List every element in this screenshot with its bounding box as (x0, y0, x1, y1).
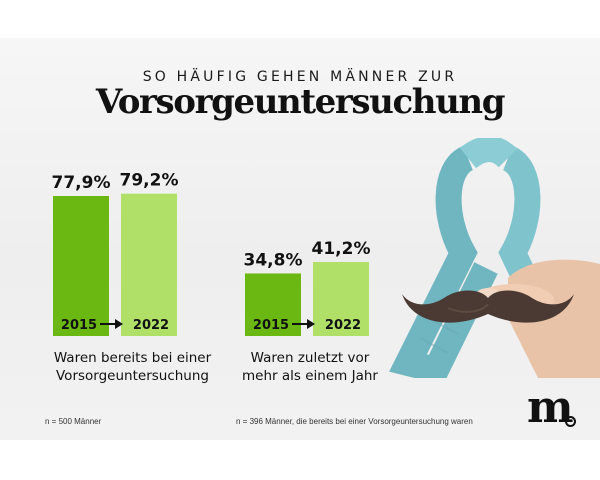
ribbon-illustration (389, 138, 600, 378)
awareness-ribbon-icon (389, 138, 575, 378)
chart-1-year-label-2015: 2015 (61, 318, 97, 333)
chart-2-value-label-2015: 34,8% (244, 250, 303, 270)
chart-1-value-label-2022: 79,2% (120, 171, 179, 191)
chart-2-bar-2022 (313, 261, 369, 336)
chart-1-footnote: n = 500 Männer (45, 417, 102, 426)
chart-1-value-label-2015: 77,9% (52, 173, 111, 193)
chart-2-year-label-2022: 2022 (325, 318, 361, 333)
chart-1-caption-line-1: Waren bereits bei einer (53, 350, 212, 366)
bar-charts: 77,9% 2015 79,2% 2022 34,8% 2015 41,2% 2022 (52, 171, 371, 336)
mustache-icon (402, 290, 574, 323)
chart-2-footnote: n = 396 Männer, die bereits bei einer Vo… (236, 417, 473, 426)
chart-1-caption-line-2: Vorsorgeuntersuchung (56, 368, 209, 384)
logo-dot (565, 416, 576, 427)
chart-1-caption: Waren bereits bei einer Vorsorgeuntersuc… (20, 349, 245, 385)
chart-1-bar-2015 (53, 196, 109, 336)
chart-2-bar-2015 (245, 273, 301, 336)
kicker-text: SO HÄUFIG GEHEN MÄNNER ZUR (142, 69, 458, 85)
chart-2-caption-line-1: Waren zuletzt vor (250, 350, 370, 366)
chart-2-year-label-2015: 2015 (253, 318, 289, 333)
page-title: Vorsorgeuntersuchung (95, 82, 506, 122)
chart-2-value-label-2022: 41,2% (312, 239, 371, 259)
chart-1-year-label-2022: 2022 (133, 318, 169, 333)
chart-2-arrow-icon (292, 319, 315, 329)
chart-2-caption: Waren zuletzt vor mehr als einem Jahr (215, 349, 405, 385)
chart-1-bar-2022 (121, 193, 177, 336)
infographic-card: SO HÄUFIG GEHEN MÄNNER ZUR Vorsorgeunter… (0, 38, 600, 440)
chart-2-caption-line-2: mehr als einem Jahr (242, 368, 378, 384)
chart-1-arrow-icon (100, 319, 123, 329)
